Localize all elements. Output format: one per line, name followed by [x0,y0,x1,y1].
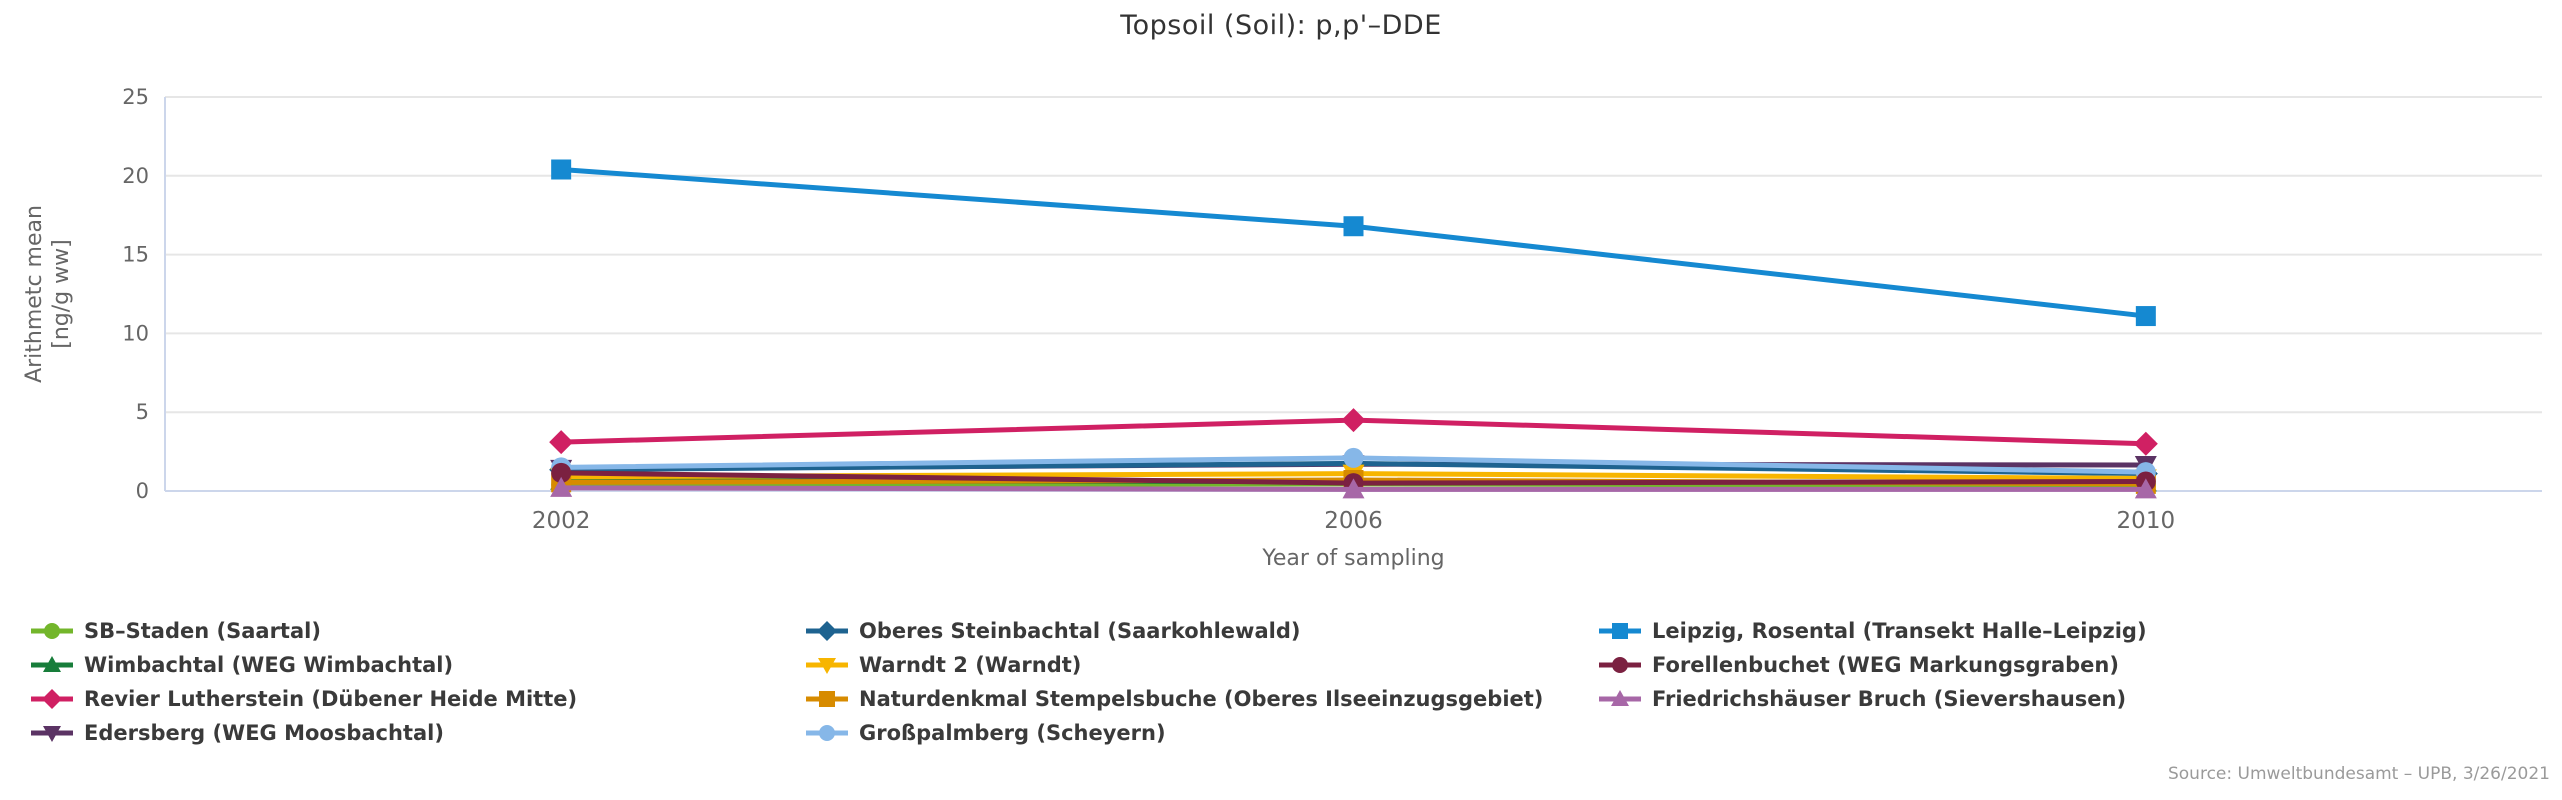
square-marker-icon [1599,623,1641,639]
series-leipzig-rosental-transekt-halle-leipzig[interactable] [551,159,2156,327]
point-friedrichsh-user-bruch-sievershausen-2006[interactable] [1342,478,1365,499]
point-revier-lutherstein-d-bener-heide-mitte-2002[interactable] [549,430,574,455]
legend-marker-forellenbuchet-weg-markungsgraben[interactable] [1612,657,1628,673]
circle-marker-icon [31,623,73,639]
y-tick-label-5: 5 [136,400,149,424]
legend-label: Oberes Steinbachtal (Saarkohlewald) [859,619,1301,643]
series-revier-lutherstein-d-bener-heide-mitte[interactable] [549,408,2158,456]
triangle-down-marker-icon [31,726,73,742]
legend-label: Revier Lutherstein (Dübener Heide Mitte) [84,687,578,711]
legend-label: Edersberg (WEG Moosbachtal) [84,721,444,745]
legend: SB–Staden (Saartal) Wimbachtal (WEG Wimba… [0,618,2562,778]
series-friedrichsh-user-bruch-sievershausen[interactable] [550,476,2157,499]
legend-label: Forellenbuchet (WEG Markungsgraben) [1652,653,2119,677]
circle-marker-icon [806,725,848,741]
legend-item-friedrichsh-user-bruch-sievershausen[interactable]: Friedrichshäuser Bruch (Sievershausen) [1598,686,2126,712]
legend-marker-edersberg-weg-moosbachtal[interactable] [43,726,61,742]
diamond-marker-icon [806,621,848,641]
chart-title: Topsoil (Soil): p,p'–DDE [1120,10,1442,41]
y-tick-label-15: 15 [122,243,149,267]
legend-item-forellenbuchet-weg-markungsgraben[interactable]: Forellenbuchet (WEG Markungsgraben) [1598,652,2119,678]
legend-item-warndt-2-warndt[interactable]: Warndt 2 (Warndt) [805,652,1081,678]
y-tick-label-0: 0 [136,479,149,503]
series-line-leipzig-rosental-transekt-halle-leipzig[interactable] [558,166,2149,319]
legend-item-sb-staden-saartal[interactable]: SB–Staden (Saartal) [30,618,321,644]
legend-label: Großpalmberg (Scheyern) [859,721,1166,745]
point-leipzig-rosental-transekt-halle-leipzig-2006[interactable] [1343,216,1364,237]
point-leipzig-rosental-transekt-halle-leipzig-2010[interactable] [2135,306,2156,327]
point-forellenbuchet-weg-markungsgraben-2002[interactable] [551,462,572,483]
legend-item-oberes-steinbachtal-saarkohlewald[interactable]: Oberes Steinbachtal (Saarkohlewald) [805,618,1300,644]
point-gro-palmberg-scheyern-2006[interactable] [1343,447,1364,468]
x-tick-label-2010: 2010 [2117,508,2176,534]
legend-item-edersberg-weg-moosbachtal[interactable]: Edersberg (WEG Moosbachtal) [30,720,444,746]
legend-marker-gro-palmberg-scheyern[interactable] [819,725,835,741]
diamond-marker-icon [31,689,73,709]
source-note: Source: Umweltbundesamt – UPB, 3/26/2021 [2167,764,2550,784]
triangle-down-marker-icon [806,658,848,674]
point-friedrichsh-user-bruch-sievershausen-2010[interactable] [2134,478,2157,499]
legend-item-leipzig-rosental-transekt-halle-leipzig[interactable]: Leipzig, Rosental (Transekt Halle–Leipzi… [1598,618,2147,644]
y-tick-label-20: 20 [122,164,149,188]
square-marker-icon [806,691,848,707]
legend-marker-leipzig-rosental-transekt-halle-leipzig[interactable] [1612,623,1628,639]
legend-item-revier-lutherstein-d-bener-heide-mitte[interactable]: Revier Lutherstein (Dübener Heide Mitte) [30,686,577,712]
y-tick-label-25: 25 [122,85,149,109]
y-axis-title-line2: [ng/g ww] [49,239,74,349]
x-tick-label-2006: 2006 [1324,508,1383,534]
legend-item-naturdenkmal-stempelsbuche-oberes-ilseei[interactable]: Naturdenkmal Stempelsbuche (Oberes Ilsee… [805,686,1543,712]
legend-item-wimbachtal-weg-wimbachtal[interactable]: Wimbachtal (WEG Wimbachtal) [30,652,453,678]
legend-label: Leipzig, Rosental (Transekt Halle–Leipzi… [1652,619,2147,643]
x-axis-title: Year of sampling [1262,546,1445,571]
legend-item-gro-palmberg-scheyern[interactable]: Großpalmberg (Scheyern) [805,720,1166,746]
y-tick-label-10: 10 [122,321,149,345]
plot-area: 0 5 10 15 20 25 2002 2006 2010 [122,85,2542,534]
legend-marker-revier-lutherstein-d-bener-heide-mitte[interactable] [42,689,62,709]
point-revier-lutherstein-d-bener-heide-mitte-2006[interactable] [1341,408,1366,433]
legend-label: Naturdenkmal Stempelsbuche (Oberes Ilsee… [859,687,1544,711]
legend-marker-naturdenkmal-stempelsbuche-oberes-ilseei[interactable] [819,691,835,707]
legend-marker-wimbachtal-weg-wimbachtal[interactable] [43,656,61,672]
point-leipzig-rosental-transekt-halle-leipzig-2002[interactable] [551,159,572,180]
legend-marker-sb-staden-saartal[interactable] [44,623,60,639]
circle-marker-icon [1599,657,1641,673]
triangle-marker-icon [31,656,73,672]
legend-label: Friedrichshäuser Bruch (Sievershausen) [1652,687,2127,711]
legend-marker-oberes-steinbachtal-saarkohlewald[interactable] [817,621,837,641]
triangle-marker-icon [1599,690,1641,706]
legend-marker-warndt-2-warndt[interactable] [818,658,836,674]
legend-label: Warndt 2 (Warndt) [859,653,1082,677]
legend-label: SB–Staden (Saartal) [84,619,321,643]
legend-marker-friedrichsh-user-bruch-sievershausen[interactable] [1611,690,1629,706]
x-tick-label-2002: 2002 [532,508,591,534]
point-friedrichsh-user-bruch-sievershausen-2002[interactable] [550,476,573,497]
y-axis-title-line1: Arithmetc mean [22,205,47,383]
point-revier-lutherstein-d-bener-heide-mitte-2010[interactable] [2133,431,2158,456]
legend-label: Wimbachtal (WEG Wimbachtal) [84,653,454,677]
